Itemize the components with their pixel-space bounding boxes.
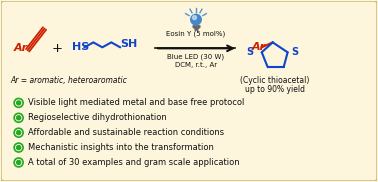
Text: Ar: Ar [252, 42, 266, 52]
Text: Visible light mediated metal and base free protocol: Visible light mediated metal and base fr… [28, 98, 244, 107]
Text: Affordable and sustainable reaction conditions: Affordable and sustainable reaction cond… [28, 128, 224, 137]
Text: Regioselective dihydrothionation: Regioselective dihydrothionation [28, 113, 166, 122]
Circle shape [14, 98, 23, 107]
Circle shape [14, 158, 23, 167]
Text: Mechanistic insights into the transformation: Mechanistic insights into the transforma… [28, 143, 214, 152]
Circle shape [17, 161, 21, 164]
Text: Eosin Y (5 mol%): Eosin Y (5 mol%) [166, 30, 226, 37]
Text: (Cyclic thioacetal): (Cyclic thioacetal) [240, 76, 309, 85]
Text: Ar = aromatic, heteroaromatic: Ar = aromatic, heteroaromatic [11, 76, 127, 85]
Circle shape [17, 101, 21, 105]
Circle shape [14, 113, 23, 122]
Text: up to 90% yield: up to 90% yield [245, 84, 305, 94]
Circle shape [14, 143, 23, 152]
Text: S: S [291, 47, 299, 57]
Text: HS: HS [73, 42, 90, 52]
Circle shape [190, 14, 202, 25]
Circle shape [17, 146, 21, 150]
Circle shape [192, 16, 197, 19]
Text: Ar: Ar [14, 43, 28, 53]
Text: DCM, r.t., Ar: DCM, r.t., Ar [175, 62, 217, 68]
Circle shape [17, 131, 21, 135]
Text: A total of 30 examples and gram scale application: A total of 30 examples and gram scale ap… [28, 158, 239, 167]
Circle shape [17, 116, 21, 120]
Text: SH: SH [120, 39, 138, 49]
Text: Blue LED (30 W): Blue LED (30 W) [167, 53, 225, 60]
Circle shape [14, 128, 23, 137]
Text: +: + [52, 42, 63, 55]
Text: S: S [246, 47, 254, 57]
